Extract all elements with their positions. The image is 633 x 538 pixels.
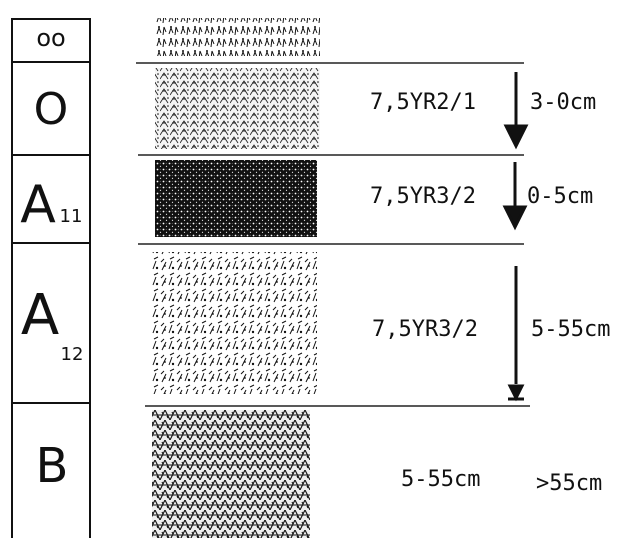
arrow-a12-head xyxy=(507,384,525,402)
symbol-box-a12 xyxy=(11,242,91,404)
symbol-box-o xyxy=(11,61,91,156)
symbol-a12-main: A xyxy=(21,283,59,348)
layer-o-texture xyxy=(155,68,320,149)
layer-a11-texture xyxy=(155,160,317,237)
arrow-a11-head xyxy=(502,205,528,231)
a11-depth: 0-5cm xyxy=(527,184,593,209)
o-munsell: 7,5YR2/1 xyxy=(370,90,476,115)
layer-top-vegetation xyxy=(155,18,320,56)
symbol-a12-sub: 12 xyxy=(61,344,84,365)
depth-arrows xyxy=(502,72,529,402)
arrow-o-head xyxy=(503,124,529,150)
horizon-labels: 7,5YR2/1 3-0cm 7,5YR3/2 0-5cm 7,5YR3/2 5… xyxy=(370,90,610,496)
symbol-box-b xyxy=(11,402,91,538)
symbol-o-text: O xyxy=(34,84,69,135)
layer-a12-texture xyxy=(152,252,317,394)
o-depth: 3-0cm xyxy=(530,90,596,115)
symbol-a11-main: A xyxy=(20,175,56,235)
b-right-label: >55cm xyxy=(536,471,602,496)
soil-layers xyxy=(152,18,320,538)
a12-munsell: 7,5YR3/2 xyxy=(372,317,478,342)
symbol-box-top xyxy=(11,18,91,63)
horizon-separators xyxy=(136,62,530,407)
horizon-symbol-column: oo O A 11 A 12 B xyxy=(11,18,91,538)
a11-munsell: 7,5YR3/2 xyxy=(370,184,476,209)
layer-b-texture xyxy=(152,410,310,538)
symbol-b-text: B xyxy=(36,438,69,494)
a12-depth: 5-55cm xyxy=(531,317,610,342)
symbol-a11-sub: 11 xyxy=(60,206,83,227)
b-left-label: 5-55cm xyxy=(401,467,480,492)
symbol-top-text: oo xyxy=(36,24,65,52)
